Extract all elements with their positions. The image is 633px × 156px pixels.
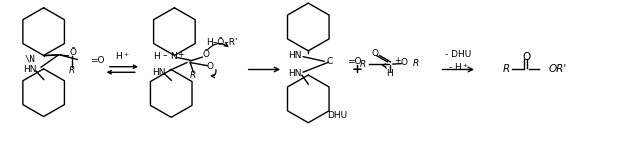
Text: O: O <box>400 58 407 67</box>
Text: H: H <box>153 52 160 61</box>
Text: - H$^+$: - H$^+$ <box>448 61 468 73</box>
Text: O: O <box>522 52 530 62</box>
Text: +: + <box>394 56 401 65</box>
Text: O: O <box>207 62 214 71</box>
Text: HN: HN <box>287 69 301 78</box>
Text: –: – <box>163 51 167 60</box>
Text: R: R <box>69 66 75 75</box>
Text: R: R <box>413 59 420 68</box>
Text: Ō: Ō <box>203 50 210 58</box>
Text: Ō: Ō <box>70 48 77 57</box>
Text: DHU: DHU <box>327 111 347 120</box>
Text: +: + <box>177 50 184 59</box>
Text: C: C <box>327 57 333 66</box>
Text: R: R <box>190 71 196 80</box>
Text: +: + <box>352 63 363 76</box>
Text: H$^+$: H$^+$ <box>115 51 130 62</box>
Text: R: R <box>503 64 510 74</box>
Text: H: H <box>386 69 393 78</box>
Text: H–Ō–R': H–Ō–R' <box>206 38 237 47</box>
Text: HN: HN <box>152 68 165 77</box>
Text: HN: HN <box>23 65 37 74</box>
Text: OR': OR' <box>548 64 567 74</box>
Text: R: R <box>360 60 366 69</box>
Text: - DHU: - DHU <box>445 50 472 59</box>
Text: \N: \N <box>25 54 35 63</box>
Text: =O: =O <box>348 57 362 66</box>
Text: =O: =O <box>90 56 104 65</box>
Text: N: N <box>170 52 177 61</box>
Text: O: O <box>372 49 379 58</box>
Text: HN: HN <box>287 51 301 60</box>
